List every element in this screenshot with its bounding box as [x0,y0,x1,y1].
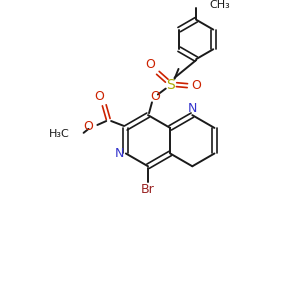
Text: N: N [188,102,197,115]
Text: H₃C: H₃C [49,129,70,139]
Text: O: O [94,90,104,103]
Text: O: O [191,79,201,92]
Text: CH₃: CH₃ [209,0,230,10]
Text: Br: Br [141,183,155,196]
Text: N: N [114,147,124,160]
Text: O: O [84,120,94,134]
Text: S: S [166,78,175,92]
Text: O: O [145,58,155,70]
Text: O: O [150,90,160,103]
